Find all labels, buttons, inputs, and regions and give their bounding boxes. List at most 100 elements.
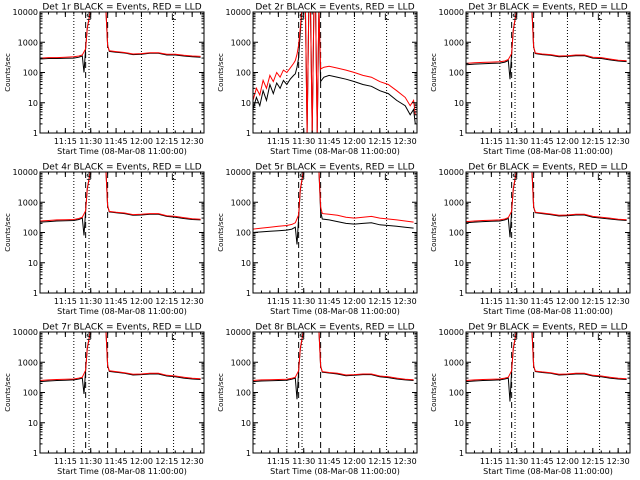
y-tick-label: 10000 (226, 328, 251, 337)
y-tick-label: 10 (28, 419, 38, 428)
marker-label: L (384, 173, 389, 183)
panel-title: Det 9r BLACK = Events, RED = LLD (468, 323, 627, 333)
marker-label: S (512, 173, 518, 183)
marker-label: L (171, 333, 176, 343)
x-tick-label: 11:45 (318, 297, 341, 306)
series-line-lld (253, 172, 414, 230)
series-line-lld (253, 332, 414, 381)
series-group (40, 332, 201, 394)
y-tick-label: 10000 (439, 8, 464, 17)
y-tick-label: 1000 (18, 198, 38, 207)
x-tick-label: 12:15 (155, 297, 178, 306)
x-tick-label: 11:15 (267, 457, 290, 466)
x-tick-label: 11:30 (79, 137, 102, 146)
series-group (253, 12, 416, 133)
x-tick-label: 12:00 (130, 297, 153, 306)
y-tick-label: 1 (33, 289, 38, 298)
x-tick-label: 11:45 (105, 137, 128, 146)
y-tick-label: 10000 (439, 328, 464, 337)
x-tick-label: 11:30 (292, 457, 315, 466)
marker-label: L (384, 333, 389, 343)
y-axis-label: Counts/sec (430, 213, 438, 252)
x-tick-label: 12:15 (155, 137, 178, 146)
y-tick-label: 10 (454, 99, 464, 108)
y-axis-label: Counts/sec (4, 213, 12, 252)
series-line-lld (40, 332, 201, 381)
y-tick-label: 1 (459, 289, 464, 298)
y-tick-label: 1000 (444, 198, 464, 207)
plot-frame (39, 331, 205, 454)
x-axis-label: Start Time (08-Mar-08 11:00:00) (57, 307, 187, 316)
x-tick-label: 11:15 (54, 297, 77, 306)
y-axis-label: Counts/sec (217, 53, 225, 92)
marker-label: L (597, 333, 602, 343)
series-line-events (253, 12, 416, 133)
x-tick-label: 12:00 (343, 297, 366, 306)
panel-title: Det 2r BLACK = Events, RED = LLD (255, 3, 414, 13)
series-group (466, 172, 627, 238)
series-group (253, 172, 414, 245)
y-tick-label: 100 (449, 69, 464, 78)
x-axis-label: Start Time (08-Mar-08 11:00:00) (57, 467, 187, 476)
series-line-events (40, 332, 201, 394)
series-group (40, 172, 201, 236)
series-group (466, 332, 627, 402)
y-axis-label: Counts/sec (217, 213, 225, 252)
series-line-events (40, 12, 201, 73)
y-tick-label: 1000 (444, 38, 464, 47)
y-tick-label: 1000 (18, 38, 38, 47)
y-tick-label: 10 (241, 99, 251, 108)
x-tick-label: 12:00 (130, 137, 153, 146)
y-tick-label: 100 (449, 389, 464, 398)
marker-label: L (597, 173, 602, 183)
y-tick-label: 1000 (231, 38, 251, 47)
marker-label: S (86, 333, 92, 343)
x-tick-label: 12:30 (181, 297, 204, 306)
y-tick-label: 100 (23, 229, 38, 238)
panel-title: Det 6r BLACK = Events, RED = LLD (468, 163, 627, 173)
y-axis-label: Counts/sec (4, 373, 12, 412)
y-tick-label: 1000 (231, 358, 251, 367)
x-tick-label: 11:15 (267, 297, 290, 306)
x-tick-label: 12:00 (343, 137, 366, 146)
y-tick-label: 10000 (13, 328, 38, 337)
x-tick-label: 12:30 (394, 297, 417, 306)
marker-label: S (86, 173, 92, 183)
y-tick-label: 100 (23, 69, 38, 78)
plot-frame (465, 11, 631, 134)
x-axis-label: Start Time (08-Mar-08 11:00:00) (483, 307, 613, 316)
x-tick-label: 11:45 (318, 457, 341, 466)
x-axis-label: Start Time (08-Mar-08 11:00:00) (483, 147, 613, 156)
x-tick-label: 11:15 (54, 137, 77, 146)
x-tick-label: 11:30 (292, 297, 315, 306)
x-tick-label: 12:15 (581, 137, 604, 146)
series-group (40, 12, 201, 73)
x-tick-label: 11:15 (267, 137, 290, 146)
x-axis-label: Start Time (08-Mar-08 11:00:00) (270, 467, 400, 476)
series-line-events (466, 332, 627, 402)
x-tick-label: 12:30 (607, 137, 630, 146)
y-tick-label: 1000 (18, 358, 38, 367)
panel-title: Det 8r BLACK = Events, RED = LLD (255, 323, 414, 333)
y-tick-label: 10000 (13, 8, 38, 17)
y-tick-label: 10 (241, 259, 251, 268)
x-tick-label: 12:15 (581, 297, 604, 306)
x-tick-label: 12:30 (607, 457, 630, 466)
plot-frame (252, 11, 418, 134)
x-tick-label: 11:15 (480, 457, 503, 466)
y-tick-label: 1000 (444, 358, 464, 367)
x-tick-label: 12:15 (155, 457, 178, 466)
series-line-lld (466, 12, 627, 64)
x-tick-label: 11:15 (480, 137, 503, 146)
y-tick-label: 1 (246, 129, 251, 138)
series-line-lld (40, 12, 201, 59)
x-tick-label: 12:15 (368, 137, 391, 146)
x-tick-label: 11:30 (505, 137, 528, 146)
y-tick-label: 10000 (439, 168, 464, 177)
panel-title: Det 7r BLACK = Events, RED = LLD (42, 323, 201, 333)
marker-label: S (299, 333, 305, 343)
